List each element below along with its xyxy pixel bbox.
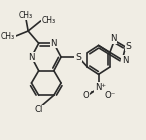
Text: O: O xyxy=(83,91,89,101)
Text: CH₃: CH₃ xyxy=(19,11,33,20)
Text: N⁺: N⁺ xyxy=(95,83,106,92)
Text: Cl: Cl xyxy=(34,105,43,114)
Text: N: N xyxy=(110,34,116,43)
Text: CH₃: CH₃ xyxy=(41,16,55,25)
Text: N: N xyxy=(28,52,35,61)
Text: N: N xyxy=(51,39,57,48)
Text: N: N xyxy=(122,56,128,65)
Text: S: S xyxy=(75,52,81,61)
Text: CH₃: CH₃ xyxy=(1,32,15,41)
Text: O⁻: O⁻ xyxy=(105,91,116,100)
Text: •: • xyxy=(89,90,94,96)
Text: S: S xyxy=(125,42,131,51)
